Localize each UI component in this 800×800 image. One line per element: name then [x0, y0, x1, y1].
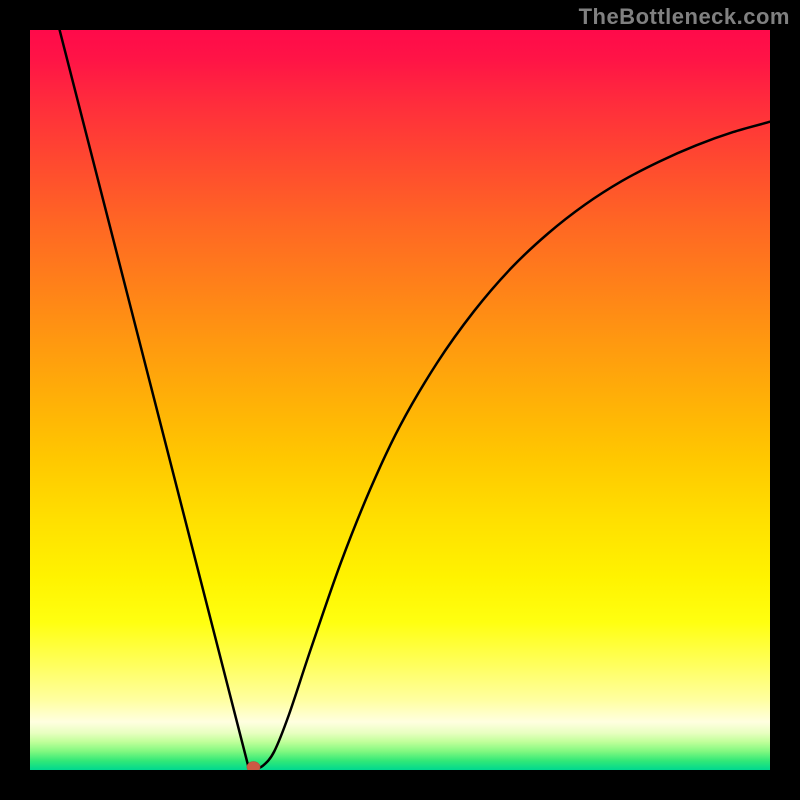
watermark-text: TheBottleneck.com — [579, 4, 790, 30]
chart-svg — [30, 30, 770, 770]
chart-frame: TheBottleneck.com — [0, 0, 800, 800]
min-marker — [247, 761, 260, 770]
gradient-background — [30, 30, 770, 770]
plot-area — [30, 30, 770, 770]
